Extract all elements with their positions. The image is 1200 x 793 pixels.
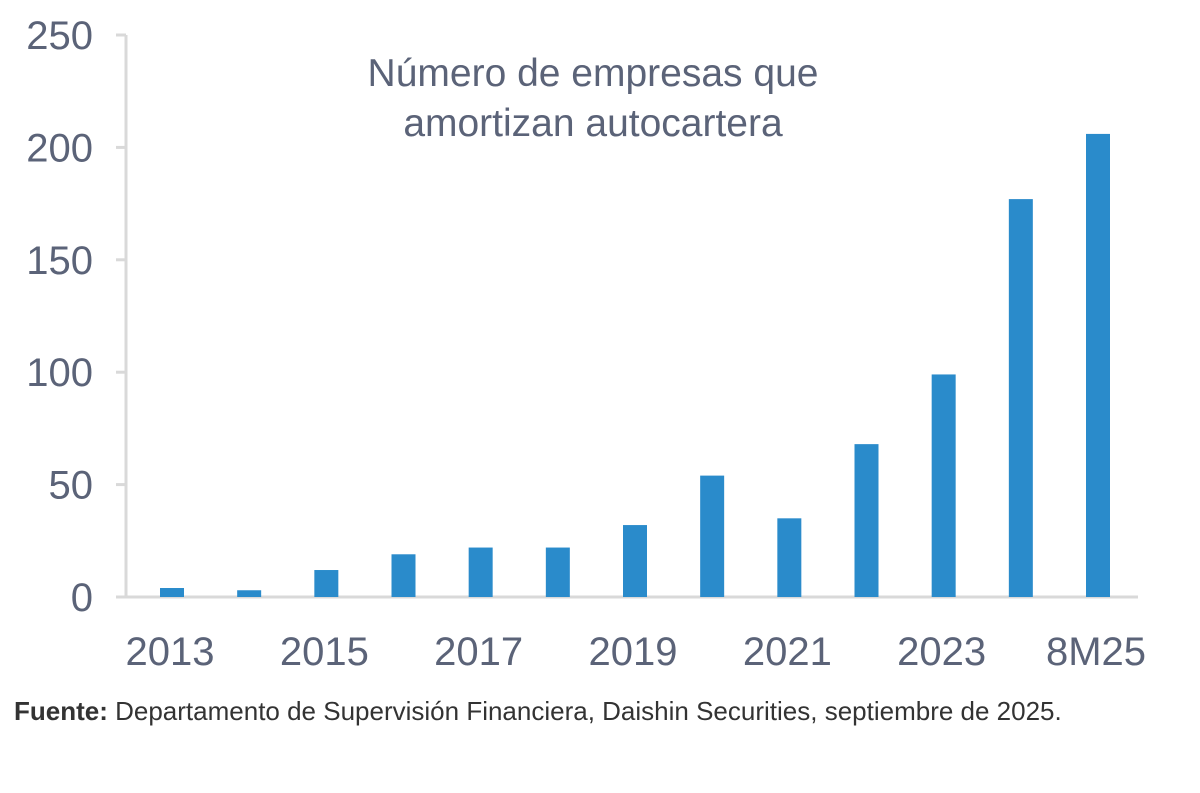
source-note: Fuente: Departamento de Supervisión Fina… <box>14 692 1194 730</box>
source-text: Departamento de Supervisión Financiera, … <box>107 696 1062 726</box>
x-tick-label: 2021 <box>743 630 832 674</box>
x-tick-label: 2019 <box>589 630 678 674</box>
y-tick-label: 50 <box>49 464 94 508</box>
x-tick-label: 2015 <box>280 630 369 674</box>
bar-2019 <box>623 525 647 597</box>
y-tick-label: 100 <box>26 351 93 395</box>
y-tick-label: 150 <box>26 239 93 283</box>
bar-2021 <box>777 518 802 597</box>
chart-title-line-2: amortizan autocartera <box>403 102 783 145</box>
bar-8M25 <box>1086 133 1110 598</box>
x-tick-label: 2013 <box>126 630 215 674</box>
bar-2023 <box>931 374 956 597</box>
source-label: Fuente: <box>14 696 108 726</box>
bar-2016 <box>391 554 416 597</box>
bar-2022 <box>854 444 879 597</box>
chart-title-line-1: Número de empresas que <box>368 52 819 95</box>
x-tick-label: 2017 <box>434 630 523 674</box>
bar-2014 <box>237 590 262 597</box>
y-tick-label: 0 <box>71 576 93 620</box>
bar-2020 <box>700 475 725 597</box>
bar-2024 <box>1008 199 1033 597</box>
bar-2015 <box>314 570 339 597</box>
x-tick-label: 2023 <box>897 630 986 674</box>
bar-2017 <box>468 547 493 597</box>
bar-chart: Número de empresas que amortizan autocar… <box>26 14 1146 674</box>
x-tick-label: 8M25 <box>1046 630 1146 674</box>
y-tick-label: 200 <box>26 126 93 170</box>
bar-2018 <box>545 547 570 597</box>
y-tick-label: 250 <box>26 14 93 58</box>
bar-2013 <box>160 588 184 597</box>
